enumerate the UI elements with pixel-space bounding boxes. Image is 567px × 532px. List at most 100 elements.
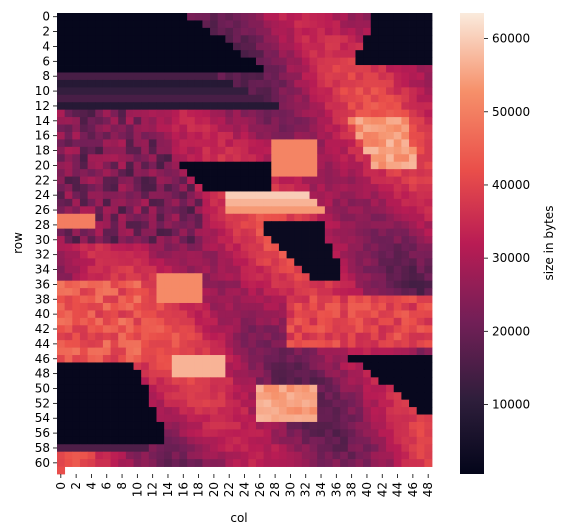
heatmap-cell	[401, 50, 409, 58]
heatmap-cell	[417, 20, 425, 28]
heatmap-cell	[126, 340, 134, 348]
heatmap-cell	[310, 221, 318, 229]
heatmap-cell	[72, 13, 80, 21]
heatmap-cell	[65, 65, 73, 73]
heatmap-cell	[271, 407, 279, 415]
heatmap-cell	[57, 147, 65, 155]
heatmap-cell	[65, 377, 73, 385]
heatmap-cell	[340, 392, 348, 400]
heatmap-cell	[95, 199, 103, 207]
heatmap-cell	[187, 303, 195, 311]
heatmap-cell	[202, 415, 210, 423]
heatmap-cell	[348, 65, 356, 73]
heatmap-cell	[225, 437, 233, 445]
heatmap-cell	[210, 147, 218, 155]
heatmap-cell	[256, 20, 264, 28]
heatmap-cell	[65, 58, 73, 66]
heatmap-cell	[248, 65, 256, 73]
heatmap-cell	[394, 444, 402, 452]
heatmap-cell	[371, 132, 379, 140]
heatmap-cell	[241, 87, 249, 95]
heatmap-cell	[394, 288, 402, 296]
heatmap-cell	[302, 415, 310, 423]
heatmap-cell	[141, 355, 149, 363]
heatmap-cell	[317, 80, 325, 88]
heatmap-cell	[241, 370, 249, 378]
heatmap-cell	[310, 340, 318, 348]
heatmap-cell	[149, 296, 157, 304]
heatmap-cell	[149, 50, 157, 58]
heatmap-cell	[233, 43, 241, 51]
heatmap-cell	[164, 206, 172, 214]
heatmap-cell	[218, 392, 226, 400]
heatmap-cell	[348, 87, 356, 95]
heatmap-cell	[72, 333, 80, 341]
x-tick-label: 18	[192, 482, 206, 497]
heatmap-cell	[325, 147, 333, 155]
heatmap-cell	[187, 444, 195, 452]
heatmap-cell	[95, 415, 103, 423]
heatmap-cell	[325, 43, 333, 51]
heatmap-cell	[134, 236, 142, 244]
heatmap-cell	[156, 102, 164, 110]
heatmap-cell	[310, 236, 318, 244]
heatmap-cell	[218, 221, 226, 229]
heatmap-cell	[256, 362, 264, 370]
heatmap-cell	[118, 87, 126, 95]
x-tick-label: 28	[268, 482, 282, 497]
heatmap-cell	[271, 362, 279, 370]
heatmap-cell	[179, 325, 187, 333]
heatmap-cell	[164, 355, 172, 363]
heatmap-cell	[378, 258, 386, 266]
heatmap-cell	[363, 288, 371, 296]
heatmap-cell	[355, 444, 363, 452]
heatmap-cell	[202, 110, 210, 118]
heatmap-cell	[218, 162, 226, 170]
heatmap-cell	[141, 258, 149, 266]
heatmap-cell	[340, 139, 348, 147]
heatmap-cell	[80, 102, 88, 110]
heatmap-cell	[241, 28, 249, 36]
heatmap-cell	[233, 318, 241, 326]
heatmap-cell	[394, 28, 402, 36]
heatmap-cell	[134, 310, 142, 318]
heatmap-cell	[417, 355, 425, 363]
heatmap-cell	[141, 191, 149, 199]
heatmap-cell	[164, 251, 172, 259]
heatmap-cell	[225, 169, 233, 177]
heatmap-cell	[141, 125, 149, 133]
heatmap-cell	[179, 340, 187, 348]
heatmap-cell	[317, 147, 325, 155]
heatmap-cell	[195, 415, 203, 423]
heatmap-cell	[187, 177, 195, 185]
heatmap-cell	[287, 13, 295, 21]
heatmap-cell	[294, 407, 302, 415]
heatmap-cell	[195, 20, 203, 28]
heatmap-cell	[386, 229, 394, 237]
heatmap-cell	[279, 370, 287, 378]
heatmap-cell	[256, 169, 264, 177]
heatmap-cell	[371, 95, 379, 103]
heatmap-cell	[210, 355, 218, 363]
heatmap-cell	[264, 333, 272, 341]
heatmap-cell	[409, 377, 417, 385]
heatmap-cell	[325, 362, 333, 370]
heatmap-cell	[95, 303, 103, 311]
heatmap-cell	[72, 236, 80, 244]
heatmap-cell	[256, 132, 264, 140]
heatmap-cell	[111, 199, 119, 207]
heatmap-cell	[179, 58, 187, 66]
heatmap-cell	[156, 303, 164, 311]
heatmap-cell	[134, 422, 142, 430]
heatmap-cell	[363, 221, 371, 229]
heatmap-cell	[340, 281, 348, 289]
heatmap-cell	[80, 132, 88, 140]
heatmap-cell	[164, 244, 172, 252]
heatmap-cell	[95, 452, 103, 460]
heatmap-cell	[149, 258, 157, 266]
heatmap-cell	[80, 169, 88, 177]
heatmap-cell	[172, 296, 180, 304]
heatmap-cell	[80, 281, 88, 289]
heatmap-cell	[371, 251, 379, 259]
heatmap-cell	[179, 43, 187, 51]
